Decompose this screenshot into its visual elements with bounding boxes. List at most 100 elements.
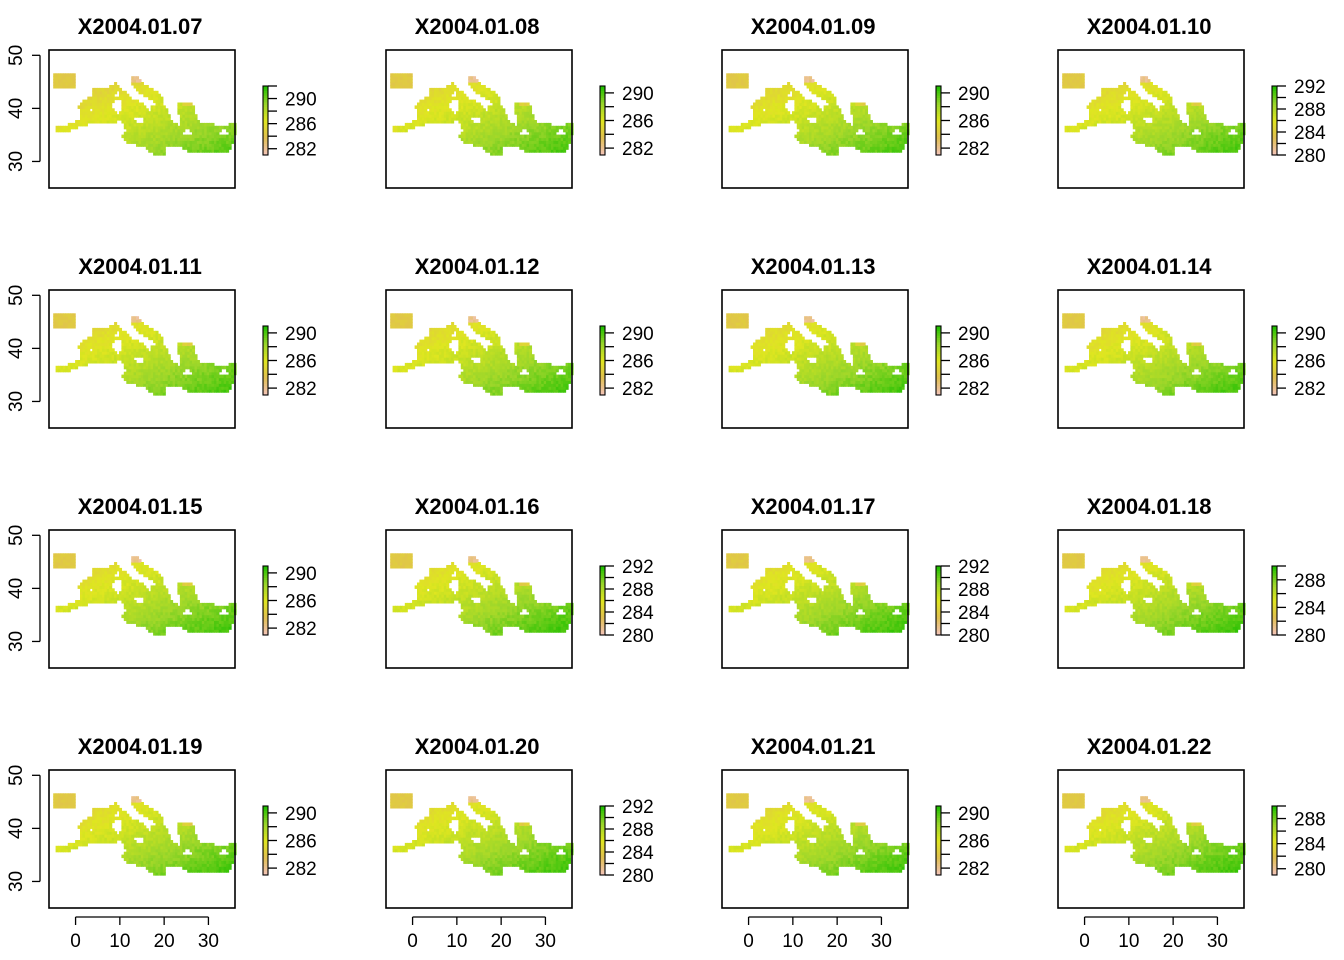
raster-cell [516, 102, 520, 107]
raster-cell [774, 93, 778, 98]
raster-cell [782, 111, 786, 115]
raster-cell [150, 134, 154, 139]
raster-cell [89, 99, 93, 104]
raster-cell [731, 79, 735, 83]
raster-cell [806, 85, 810, 89]
raster-cell [777, 105, 781, 109]
raster-cell [451, 114, 455, 118]
raster-cell [1149, 82, 1153, 86]
raster-cell [140, 122, 144, 127]
raster-cell [126, 99, 130, 104]
raster-cell [475, 137, 479, 142]
raster-cell [533, 122, 537, 127]
raster-cell [806, 111, 810, 115]
raster-cell [392, 79, 396, 83]
raster-cell [799, 99, 803, 104]
colorbar-step [600, 120, 605, 124]
raster-cell [145, 120, 149, 124]
raster-cell [563, 149, 567, 153]
raster-cell [436, 99, 440, 104]
raster-cell [490, 122, 494, 127]
raster-cell [404, 82, 408, 86]
raster-cell [774, 111, 778, 115]
raster-cell [470, 108, 474, 112]
raster-cell [458, 90, 462, 95]
raster-cell [407, 79, 411, 83]
raster-cell [138, 128, 142, 133]
raster-cell [192, 125, 196, 130]
raster-cell [536, 143, 540, 147]
raster-cell [565, 128, 569, 133]
raster-cell [136, 143, 140, 147]
raster-cell [492, 108, 496, 112]
raster-cell [475, 134, 479, 139]
raster-cell [848, 143, 852, 147]
raster-cell [787, 90, 791, 95]
raster-cell [167, 120, 171, 124]
raster-cell [553, 143, 557, 147]
raster-cell [196, 120, 200, 124]
raster-cell [782, 85, 786, 89]
raster-cell [470, 120, 474, 124]
raster-cell [492, 125, 496, 130]
colorbar-step [263, 388, 268, 391]
raster-cell [204, 137, 208, 142]
raster-cell [736, 128, 740, 133]
raster-cell [553, 137, 557, 142]
raster-cell [536, 146, 540, 150]
raster-cell [806, 134, 810, 139]
raster-cell [555, 143, 559, 147]
raster-cell [397, 82, 401, 86]
raster-cell [468, 79, 472, 83]
raster-cell [165, 108, 169, 112]
raster-cell [473, 111, 477, 115]
raster-cell [828, 134, 832, 139]
raster-cell [446, 105, 450, 109]
raster-cell [468, 76, 472, 80]
raster-cell [201, 149, 205, 153]
raster-cell [529, 111, 533, 115]
raster-cell [145, 131, 149, 136]
raster-cell [150, 93, 154, 98]
raster-cell [804, 102, 808, 107]
raster-cell [499, 128, 503, 133]
raster-cell [443, 93, 447, 98]
raster-cell [740, 76, 744, 80]
raster-cell [482, 137, 486, 142]
raster-cell [475, 114, 479, 118]
raster-cell [214, 128, 218, 133]
raster-cell [772, 102, 776, 107]
raster-cell [755, 120, 759, 124]
raster-cell [809, 143, 813, 147]
raster-cell [830, 128, 834, 133]
raster-cell [97, 105, 101, 109]
colorbar-step [263, 362, 268, 366]
y-tick-label: 40 [6, 98, 27, 119]
raster-cell [801, 122, 805, 127]
raster-cell [811, 137, 815, 142]
raster-cell [526, 140, 530, 144]
raster-cell [826, 122, 830, 127]
raster-cell [192, 114, 196, 118]
raster-cell [740, 122, 744, 127]
raster-cell [201, 143, 205, 147]
colorbar-step [936, 134, 941, 137]
raster-cell [565, 125, 569, 130]
raster-cell [431, 111, 435, 115]
raster-cell [497, 125, 501, 130]
raster-cell [160, 143, 164, 147]
raster-cell [187, 120, 191, 124]
raster-cell [177, 143, 181, 147]
raster-cell [431, 99, 435, 104]
raster-cell [811, 90, 815, 95]
raster-cell [196, 125, 200, 130]
raster-cell [521, 134, 525, 139]
raster-cell [801, 134, 805, 139]
raster-cell [512, 137, 516, 142]
raster-cell [157, 99, 161, 104]
raster-cell [787, 114, 791, 118]
raster-cell [475, 105, 479, 109]
raster-cell [830, 125, 834, 130]
raster-cell [538, 122, 542, 127]
raster-cell [67, 128, 71, 133]
